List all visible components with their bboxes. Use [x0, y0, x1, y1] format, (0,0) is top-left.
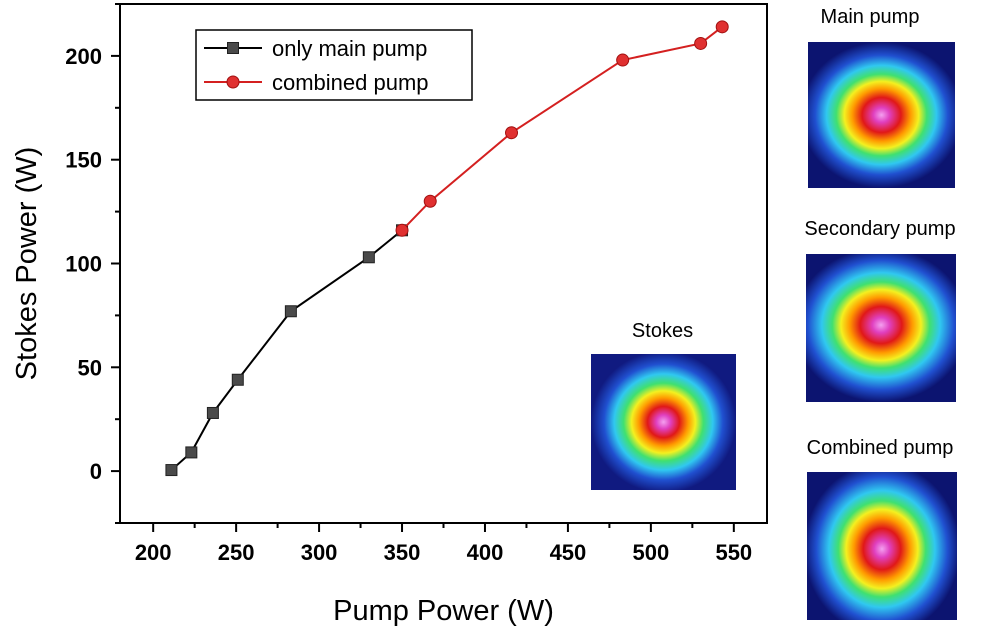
legend-box	[195, 29, 473, 101]
data-point	[715, 20, 729, 34]
inset-label-secondary: Secondary pump	[804, 218, 956, 240]
combined-pump-beam-image	[807, 472, 957, 620]
legend-marker	[226, 75, 240, 89]
secondary-pump-beam-image	[806, 254, 956, 402]
legend-label: combined pump	[272, 70, 429, 95]
x-tick-label: 500	[633, 540, 670, 565]
x-tick-label: 450	[550, 540, 587, 565]
legend-label: only main pump	[272, 36, 427, 61]
data-point	[423, 194, 437, 208]
data-point	[505, 126, 519, 140]
x-tick-label: 200	[135, 540, 172, 565]
data-point	[616, 53, 630, 67]
y-tick-label: 100	[65, 252, 102, 277]
main-pump-beam-image	[808, 42, 955, 188]
x-axis-label: Pump Power (W)	[333, 595, 554, 627]
y-tick-label: 50	[78, 355, 102, 380]
inset-label-combined: Combined pump	[806, 437, 954, 459]
y-axis-label: Stokes Power (W)	[11, 147, 43, 381]
legend-marker	[227, 42, 239, 54]
y-tick-label: 200	[65, 44, 102, 69]
data-point	[231, 373, 244, 386]
data-point	[185, 446, 198, 459]
x-tick-label: 550	[715, 540, 752, 565]
y-tick-label: 0	[90, 459, 102, 484]
x-tick-label: 400	[467, 540, 504, 565]
data-point	[395, 223, 409, 237]
x-tick-label: 300	[301, 540, 338, 565]
x-tick-label: 350	[384, 540, 421, 565]
inset-label-main: Main pump	[820, 6, 920, 28]
data-point	[694, 36, 708, 50]
data-point	[206, 406, 219, 419]
x-tick-label: 250	[218, 540, 255, 565]
data-point	[165, 464, 178, 477]
stokes-beam-image	[591, 354, 736, 490]
y-tick-label: 150	[65, 148, 102, 173]
series-line-0	[170, 229, 403, 471]
data-point	[284, 305, 297, 318]
inset-label-stokes: Stokes	[631, 320, 694, 342]
data-point	[362, 251, 375, 264]
